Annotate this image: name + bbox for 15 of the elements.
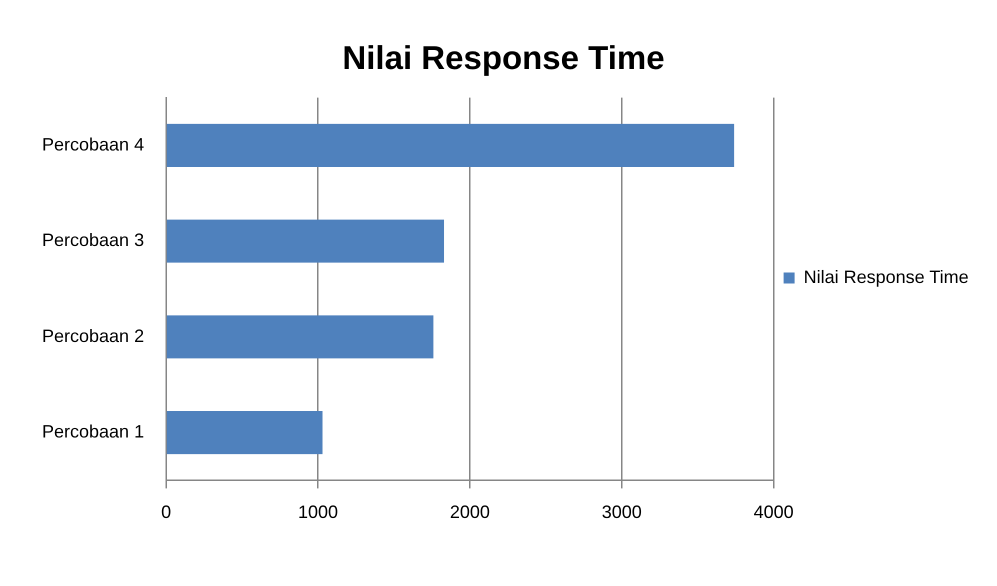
y-tick-label: Percobaan 4 [42, 134, 144, 154]
y-tick-label: Percobaan 1 [42, 422, 144, 442]
x-tick-label: 1000 [298, 502, 338, 522]
x-tick-label: 3000 [602, 502, 642, 522]
chart-title: Nilai Response Time [342, 38, 665, 76]
bar [166, 411, 323, 454]
bar [166, 124, 734, 167]
x-tick-label: 2000 [450, 502, 490, 522]
bar [166, 220, 444, 263]
y-tick-label: Percobaan 3 [42, 230, 144, 250]
legend-label: Nilai Response Time [804, 266, 969, 287]
x-tick-label: 0 [161, 502, 172, 522]
x-tick-label: 4000 [754, 502, 794, 522]
y-tick-label: Percobaan 2 [42, 326, 144, 346]
bar [166, 315, 434, 358]
